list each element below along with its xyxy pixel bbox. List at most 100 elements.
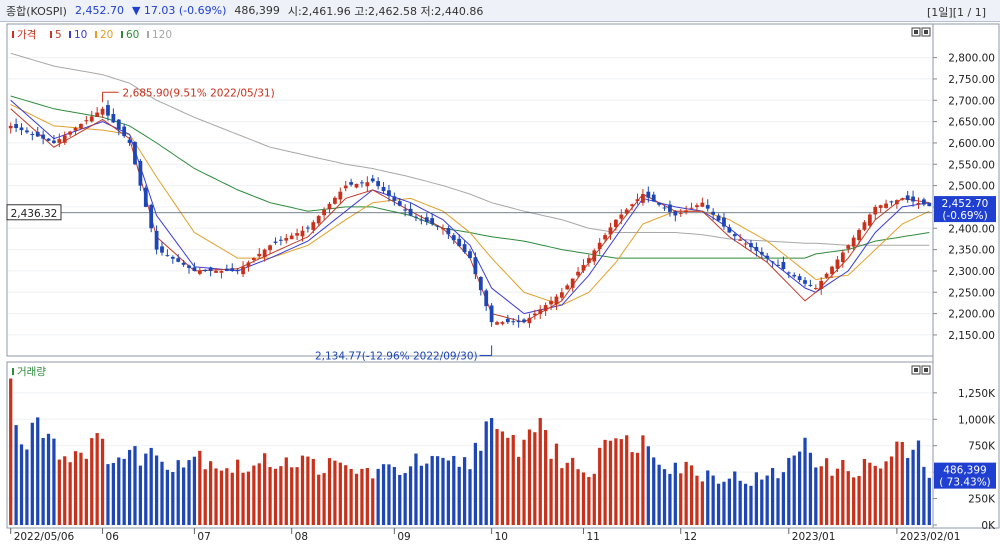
x-tick-label: 12 bbox=[684, 531, 697, 543]
price-tick-label: 2,750.00 bbox=[948, 74, 995, 86]
candle bbox=[468, 251, 472, 259]
volume-bar bbox=[635, 452, 640, 525]
candle bbox=[219, 270, 224, 273]
price-tick-label: 2,600.00 bbox=[948, 138, 995, 150]
volume-bar bbox=[36, 417, 40, 525]
candle bbox=[381, 186, 386, 192]
panel-button-icon bbox=[924, 368, 928, 372]
candle bbox=[738, 239, 743, 241]
candle bbox=[813, 288, 818, 289]
volume-bar bbox=[349, 469, 353, 525]
candle bbox=[424, 217, 429, 222]
candle bbox=[46, 138, 51, 141]
volume-bar bbox=[517, 456, 521, 525]
volume-bar bbox=[803, 437, 807, 525]
volume-bar bbox=[473, 442, 478, 525]
volume-bar bbox=[533, 432, 537, 525]
candle bbox=[641, 194, 645, 203]
legend-swatch bbox=[147, 31, 149, 38]
price-tick-label: 2,250.00 bbox=[948, 287, 995, 299]
volume-bar bbox=[489, 418, 494, 525]
high-annotation: 2,685.90(9.51% 2022/05/31) bbox=[123, 87, 275, 99]
period-selector[interactable]: [1일][1 / 1] bbox=[927, 6, 986, 19]
candle bbox=[851, 237, 856, 247]
candle bbox=[52, 140, 56, 143]
candle bbox=[278, 239, 283, 241]
candle bbox=[646, 191, 651, 198]
volume-bar bbox=[646, 446, 650, 525]
legend-swatch bbox=[69, 31, 71, 38]
candle bbox=[662, 207, 667, 209]
volume-bar bbox=[236, 459, 240, 525]
volume-bar bbox=[111, 462, 115, 525]
candle bbox=[79, 123, 83, 129]
volume-bar bbox=[814, 467, 818, 525]
volume-bar bbox=[527, 429, 532, 525]
volume-bar bbox=[906, 457, 910, 525]
price-tick-label: 2,800.00 bbox=[948, 53, 995, 65]
candle bbox=[333, 197, 337, 204]
volume-bar bbox=[673, 462, 677, 525]
last-volume-change: ( 73.43%) bbox=[939, 477, 991, 489]
volume-bar bbox=[452, 455, 456, 525]
volume-bar bbox=[57, 459, 61, 525]
candle bbox=[819, 280, 824, 289]
candle bbox=[311, 222, 316, 230]
volume-bar bbox=[338, 462, 342, 525]
volume-bar bbox=[716, 483, 721, 525]
panel-button-icon bbox=[914, 30, 918, 34]
candle bbox=[122, 126, 127, 137]
volume-bar bbox=[360, 468, 364, 525]
candle bbox=[916, 203, 921, 205]
candle bbox=[457, 238, 462, 247]
volume-bar bbox=[571, 457, 575, 525]
candle bbox=[62, 135, 67, 143]
x-tick-label: 11 bbox=[586, 531, 599, 543]
candle bbox=[14, 124, 18, 128]
legend-volume: 거래량 bbox=[17, 366, 46, 378]
candle bbox=[559, 292, 564, 298]
volume-bar bbox=[657, 464, 661, 525]
candle bbox=[522, 319, 526, 323]
price-tick-label: 2,700.00 bbox=[948, 95, 995, 107]
volume-bar bbox=[295, 467, 299, 525]
price-tick-label: 2,200.00 bbox=[948, 309, 995, 321]
ma20-line bbox=[10, 104, 930, 306]
volume-bar bbox=[398, 474, 402, 525]
volume-bar bbox=[727, 478, 731, 525]
legend-ma120: 120 bbox=[152, 29, 172, 41]
candle bbox=[165, 255, 170, 257]
volume-bar bbox=[884, 461, 888, 525]
price-tick-label: 2,300.00 bbox=[948, 266, 995, 278]
volume-bar bbox=[522, 439, 526, 525]
candle bbox=[30, 134, 35, 136]
legend-swatch bbox=[121, 31, 123, 38]
volume-bar bbox=[403, 473, 407, 525]
x-tick-label: 09 bbox=[397, 531, 410, 543]
volume-bar bbox=[284, 457, 288, 525]
volume-bar bbox=[581, 472, 586, 525]
volume-bar bbox=[209, 461, 213, 525]
volume-bar bbox=[187, 460, 191, 525]
volume-bar bbox=[225, 468, 229, 525]
candle bbox=[41, 134, 46, 139]
volume-bar bbox=[706, 470, 710, 525]
candle bbox=[295, 233, 299, 236]
volume-bar bbox=[419, 465, 423, 525]
candle bbox=[251, 258, 256, 261]
candle bbox=[327, 203, 332, 210]
last-volume-box bbox=[934, 462, 996, 489]
candle bbox=[224, 268, 229, 271]
candle bbox=[840, 252, 845, 263]
volume-bar bbox=[825, 458, 829, 525]
candle bbox=[235, 269, 240, 271]
volume-bar bbox=[371, 478, 375, 525]
candle bbox=[343, 185, 348, 189]
volume-bar bbox=[873, 465, 877, 525]
volume-bar bbox=[317, 474, 321, 525]
candle bbox=[387, 190, 391, 196]
stock-chart[interactable]: 2,800.00 2,750.00 2,700.00 2,650.00 2,600.00… bbox=[0, 22, 1000, 546]
volume-bar bbox=[862, 458, 867, 525]
candle bbox=[473, 257, 478, 275]
candle bbox=[549, 300, 553, 305]
